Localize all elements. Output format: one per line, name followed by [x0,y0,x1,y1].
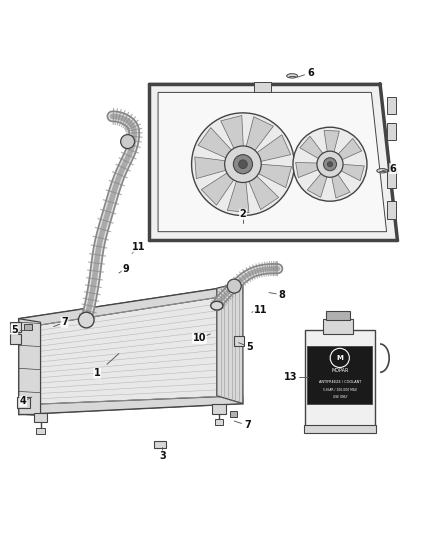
Text: 11: 11 [254,305,267,315]
Ellipse shape [211,301,223,310]
Text: 8: 8 [279,290,286,300]
Circle shape [225,146,261,182]
Ellipse shape [287,74,297,78]
Text: 4: 4 [20,397,27,407]
Text: 6: 6 [390,164,396,174]
Circle shape [317,151,343,177]
Polygon shape [256,135,291,162]
Polygon shape [300,136,324,159]
Text: 3: 3 [159,451,166,461]
Circle shape [233,155,253,174]
Polygon shape [198,127,233,158]
Bar [387,123,396,140]
Bar [215,419,223,425]
Text: 7: 7 [244,421,251,430]
Polygon shape [19,295,234,405]
FancyBboxPatch shape [307,346,372,404]
Polygon shape [217,282,243,403]
Text: M: M [336,355,343,361]
Text: ANTIFREEZE / COOLANT: ANTIFREEZE / COOLANT [318,380,361,384]
Polygon shape [246,117,273,152]
Text: USE ONLY: USE ONLY [332,395,347,399]
Text: 6: 6 [307,68,314,78]
Polygon shape [296,163,320,177]
Text: 9: 9 [122,264,129,273]
Text: 5-YEAR / 100,000 MILE: 5-YEAR / 100,000 MILE [323,387,357,392]
Polygon shape [257,164,292,188]
Bar [230,411,237,417]
Bar [34,413,47,422]
Circle shape [120,135,134,149]
Bar [10,322,21,332]
Text: 1: 1 [94,368,100,378]
Polygon shape [19,286,243,415]
Bar [254,82,271,92]
Circle shape [191,113,294,215]
Polygon shape [195,157,227,179]
Circle shape [323,158,336,171]
Bar [326,311,350,320]
Polygon shape [221,116,244,150]
Bar [304,425,376,433]
Polygon shape [19,396,243,415]
Circle shape [227,279,241,293]
Circle shape [293,127,367,201]
Bar [17,397,30,408]
Polygon shape [227,180,249,213]
Polygon shape [158,92,387,232]
Bar [10,334,21,344]
Polygon shape [201,172,235,205]
Bar [323,319,353,334]
Bar [234,336,244,346]
Polygon shape [332,173,350,198]
Text: 13: 13 [284,373,297,383]
Polygon shape [149,84,397,240]
Polygon shape [339,164,364,181]
Text: 11: 11 [132,242,145,252]
Text: MOPAR: MOPAR [331,368,349,374]
Polygon shape [19,319,41,415]
Polygon shape [19,286,234,328]
Circle shape [239,160,247,168]
Bar [36,428,45,434]
Polygon shape [248,175,279,209]
FancyBboxPatch shape [305,330,375,431]
Bar [154,441,166,448]
Polygon shape [337,139,362,160]
Text: 7: 7 [61,317,68,327]
Text: 5: 5 [11,325,18,335]
Text: 10: 10 [193,333,206,343]
Circle shape [327,161,332,167]
Bar [24,324,32,330]
Polygon shape [307,172,328,197]
Bar [387,97,396,114]
Ellipse shape [377,168,388,173]
Bar [387,201,396,219]
Bar [212,404,226,414]
Text: 2: 2 [240,209,246,219]
Text: 5: 5 [246,342,253,352]
Bar [387,171,396,188]
Polygon shape [324,131,339,154]
Circle shape [78,312,94,328]
Circle shape [330,349,350,367]
